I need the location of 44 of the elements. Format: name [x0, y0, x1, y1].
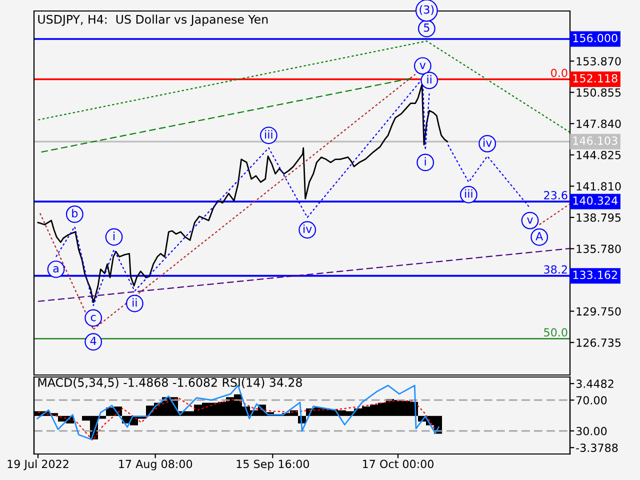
chart-title: USDJPY, H4: US Dollar vs Japanese Yen [38, 14, 268, 26]
y-tick-label: 144.825 [576, 150, 621, 160]
y-tick-label: 153.870 [576, 57, 621, 66]
annotation: iii [265, 130, 272, 138]
annotation: iii [465, 189, 472, 198]
y-tick-label: 129.750 [576, 307, 621, 316]
ref-line-label: 140.324 [573, 196, 618, 205]
annotation: i [424, 157, 426, 166]
annotation: (3) [420, 5, 434, 16]
annotation: c [90, 314, 96, 322]
ref-line-label: 133.162 [573, 270, 617, 280]
x-tick-label: 17 Oct 00:00 [363, 460, 434, 468]
y2-tick-label: 70.00 [576, 396, 607, 404]
annotation: 23.6 [544, 191, 568, 200]
annotation: ii [132, 298, 137, 307]
y-tick-label: 126.735 [576, 338, 621, 347]
y-tick-label: 135.780 [576, 244, 621, 254]
ref-line-label: 156.000 [573, 34, 618, 42]
annotation: v [420, 62, 426, 69]
y-tick-label: 141.810 [576, 182, 621, 191]
y-tick-label: 3.4482 [576, 380, 614, 388]
annotation: 38.2 [544, 265, 567, 274]
ref-line-label: 152.118 [573, 74, 618, 82]
annotation: v [527, 218, 533, 224]
annotation: iv [484, 138, 492, 147]
x-tick-label: 15 Sep 16:00 [236, 460, 310, 470]
ref-line-label: 146.103 [573, 136, 618, 145]
y-tick-label: 150.855 [576, 88, 621, 97]
annotation: 50.0 [544, 328, 568, 337]
y-tick-label: 147.840 [576, 120, 621, 128]
annotation: 4 [90, 336, 96, 345]
annotation: 0.0 [551, 68, 568, 78]
annotation: a [53, 266, 58, 272]
annotation: 5 [424, 24, 430, 32]
x-tick-label: 19 Jul 2022 [8, 460, 68, 470]
annotation: iv [304, 224, 312, 233]
y-tick-label: 138.795 [576, 213, 621, 222]
x-tick-label: 17 Aug 08:00 [119, 460, 192, 470]
y-tick-label: -3.3788 [576, 444, 618, 452]
annotation: b [72, 208, 78, 218]
chart-title: MACD(5,34,5) -1.4868 -1.6082 RSI(14) 34.28 [38, 378, 302, 388]
annotation: A [536, 232, 544, 240]
y2-tick-label: 30.00 [576, 426, 607, 436]
annotation: ii [427, 75, 432, 84]
